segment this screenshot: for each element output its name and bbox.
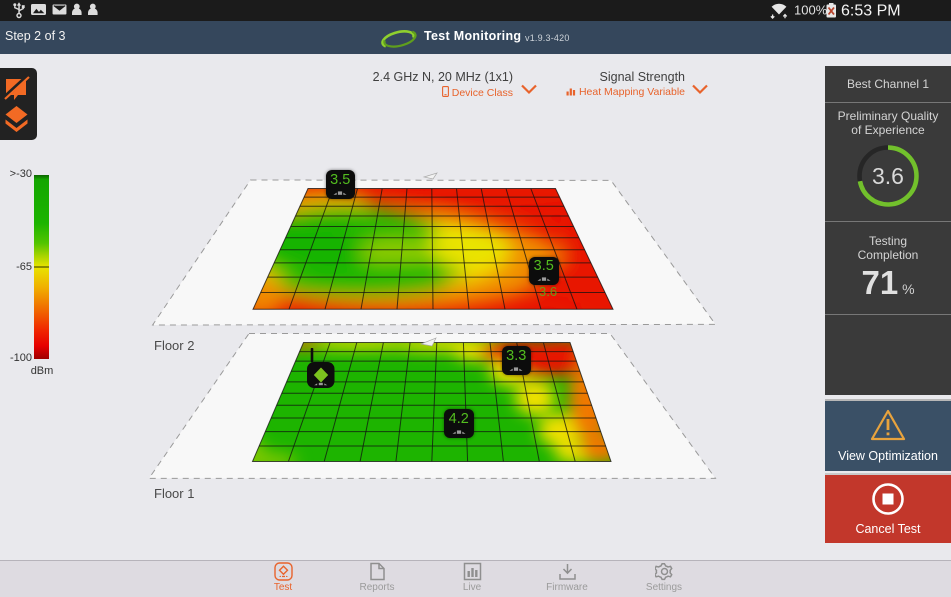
svg-text:3.6: 3.6 <box>872 163 904 189</box>
svg-text:6:53 PM: 6:53 PM <box>841 3 901 20</box>
svg-text:100%: 100% <box>794 3 828 18</box>
